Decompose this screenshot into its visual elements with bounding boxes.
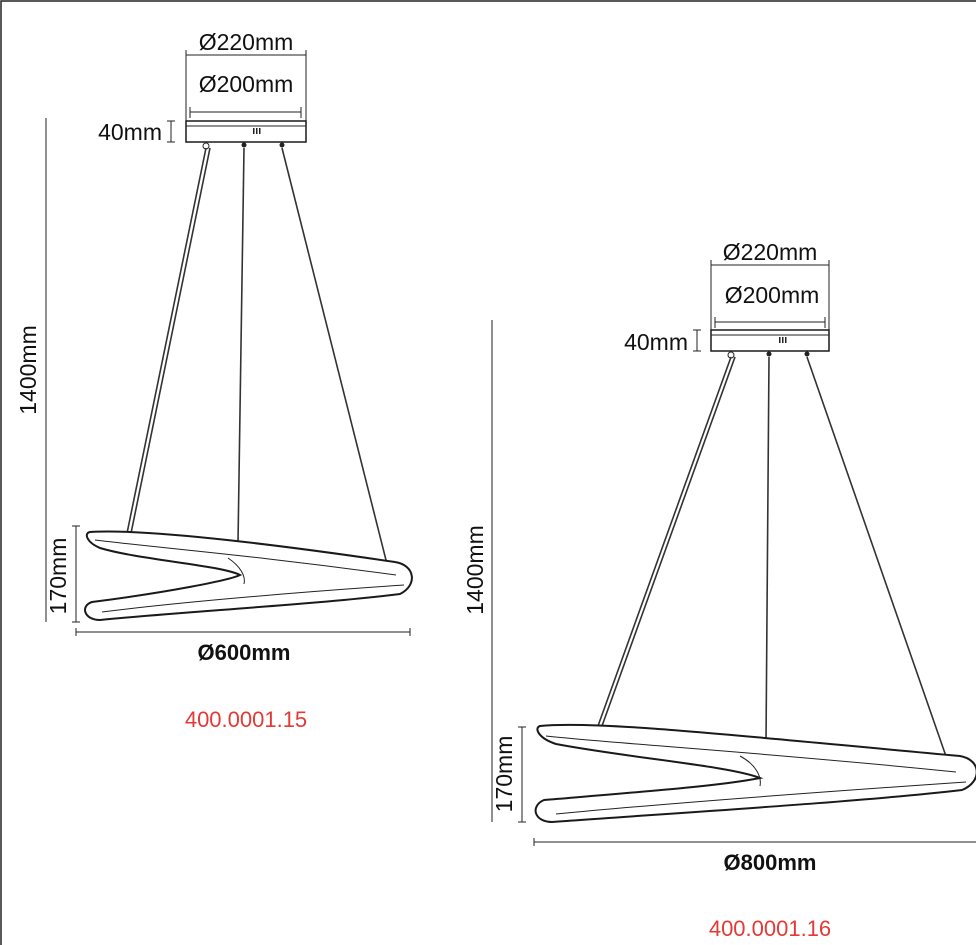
lamp-2-ring-height-label: 170mm [491, 736, 517, 813]
lamp-1-dim-1400: 1400mm [15, 118, 47, 622]
lamp-1-canopy [185, 120, 307, 150]
lamp-2-dim-220: Ø220mm [710, 239, 830, 333]
lamp-2-cables [593, 356, 949, 763]
lamp-1: Ø220mm Ø200mm 40mm [15, 29, 413, 732]
lamp-2: Ø220mm Ø200mm 40mm [462, 239, 976, 941]
lamp-1-dim-200: Ø200mm [189, 71, 302, 118]
lamp-2-ring [534, 723, 976, 824]
lamp-2-dim-800: Ø800mm [533, 838, 976, 875]
lamp-1-dim-600: Ø600mm [75, 628, 411, 665]
lamp-2-canopy [710, 329, 830, 359]
lamp-1-ring-height-label: 170mm [45, 538, 71, 615]
lamp-2-canopy-inner-label: Ø200mm [725, 282, 820, 308]
lamp-2-dim-200: Ø200mm [714, 282, 826, 328]
lamp-1-canopy-outer-label: Ø220mm [199, 29, 294, 55]
lamp-1-dim-40: 40mm [98, 119, 175, 145]
lamp-2-ring-diameter-label: Ø800mm [724, 850, 817, 875]
lamp-2-dim-40: 40mm [624, 329, 701, 355]
lamp-1-ring [84, 530, 413, 622]
lamp-2-dim-1400: 1400mm [462, 320, 493, 822]
lamp-1-dim-170: 170mm [45, 525, 80, 623]
lamp-2-canopy-height-label: 40mm [624, 329, 688, 355]
lamp-1-canopy-inner-label: Ø200mm [199, 71, 294, 97]
lamp-2-total-height-label: 1400mm [462, 525, 488, 614]
lamp-2-product-code: 400.0001.16 [709, 916, 831, 941]
lamp-2-dim-170: 170mm [491, 726, 526, 823]
lamp-1-canopy-height-label: 40mm [98, 119, 162, 145]
lamp-1-product-code: 400.0001.15 [185, 707, 307, 732]
lamp-1-cables [124, 147, 389, 569]
lamp-1-total-height-label: 1400mm [15, 325, 41, 414]
lamp-1-dim-220: Ø220mm [185, 29, 307, 125]
lamp-1-ring-diameter-label: Ø600mm [198, 640, 291, 665]
lamp-2-canopy-outer-label: Ø220mm [723, 239, 818, 265]
